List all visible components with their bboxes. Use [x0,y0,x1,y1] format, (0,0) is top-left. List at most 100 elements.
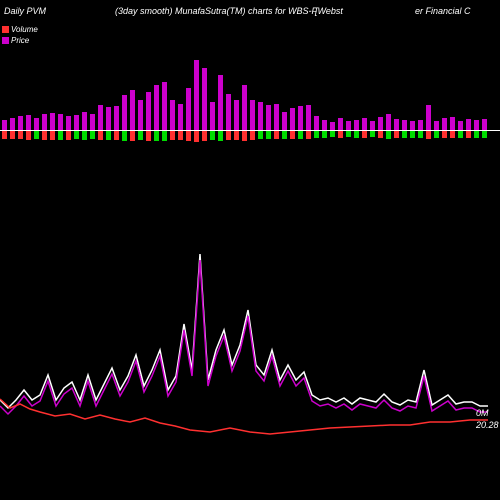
bar-down [50,131,55,140]
bar-down [218,131,223,141]
bar-down [178,131,183,140]
bar-up [122,95,127,130]
bar-up [114,106,119,130]
bar-up [442,118,447,130]
bar-up [402,120,407,130]
bar-down [458,131,463,138]
bar-up [98,105,103,130]
bar-up [74,115,79,130]
bar-up [410,121,415,130]
bar-up [258,102,263,130]
legend-swatch-volume [2,26,9,33]
bar-up [2,120,7,130]
bar-up [26,115,31,130]
bar-up [106,107,111,130]
line-volume-magenta [0,260,488,414]
bar-up [378,117,383,130]
bar-up [234,100,239,130]
bar-down [2,131,7,139]
bar-up [282,112,287,130]
title-right1: [Webst [315,6,343,16]
bar-down [386,131,391,139]
bar-up [458,121,463,130]
bar-up [250,100,255,130]
bar-up [130,90,135,130]
bar-up [34,118,39,130]
bar-down [242,131,247,141]
bar-up [466,119,471,130]
bar-down [306,131,311,139]
bar-down [10,131,15,139]
bar-up [362,118,367,130]
y-label-price: 20.28 [476,420,499,430]
bar-down [434,131,439,138]
bar-down [138,131,143,140]
bar-down [162,131,167,141]
bar-down [322,131,327,138]
bar-down [450,131,455,138]
bar-down [418,131,423,138]
bar-down [410,131,415,138]
bar-down [330,131,335,137]
bar-down [394,131,399,138]
bar-up [202,68,207,130]
bar-up [186,88,191,130]
bar-down [290,131,295,139]
bar-up [298,106,303,130]
bar-down [202,131,207,141]
bar-down [482,131,487,138]
bar-up [218,75,223,130]
bar-down [298,131,303,139]
bar-down [130,131,135,141]
price-volume-line-chart [0,200,490,450]
bar-up [146,92,151,130]
bar-up [386,114,391,130]
title-left: Daily PVM [4,6,46,16]
bar-down [74,131,79,139]
bar-down [378,131,383,138]
bar-up [290,108,295,130]
bar-up [354,120,359,130]
bar-down [314,131,319,138]
legend-item-volume: Volume [2,24,38,34]
bar-down [474,131,479,138]
volume-bar-chart [0,40,490,170]
bar-up [90,114,95,130]
bar-up [306,105,311,130]
bar-down [122,131,127,141]
bar-up [346,121,351,130]
bar-down [186,131,191,141]
bar-down [82,131,87,140]
bar-up [314,116,319,130]
bar-up [482,119,487,130]
bar-down [58,131,63,140]
bar-down [170,131,175,140]
bar-up [58,114,63,130]
bar-down [226,131,231,140]
bar-down [274,131,279,139]
bar-down [42,131,47,140]
bar-down [250,131,255,140]
bar-down [154,131,159,141]
bar-up [330,122,335,130]
bar-down [266,131,271,139]
bar-up [394,119,399,130]
bar-up [42,114,47,130]
bar-down [18,131,23,139]
bar-down [146,131,151,141]
bar-up [178,104,183,130]
bar-down [370,131,375,137]
title-right2: er Financial C [415,6,471,16]
bar-up [226,94,231,130]
legend-label-volume: Volume [11,25,38,34]
y-label-volume: 0M [476,408,489,418]
bar-down [362,131,367,138]
bar-up [82,112,87,130]
bar-up [18,116,23,130]
bar-up [474,120,479,130]
bar-up [426,105,431,130]
bar-down [66,131,71,140]
bar-up [194,60,199,130]
bar-up [274,104,279,130]
bar-up [170,100,175,130]
